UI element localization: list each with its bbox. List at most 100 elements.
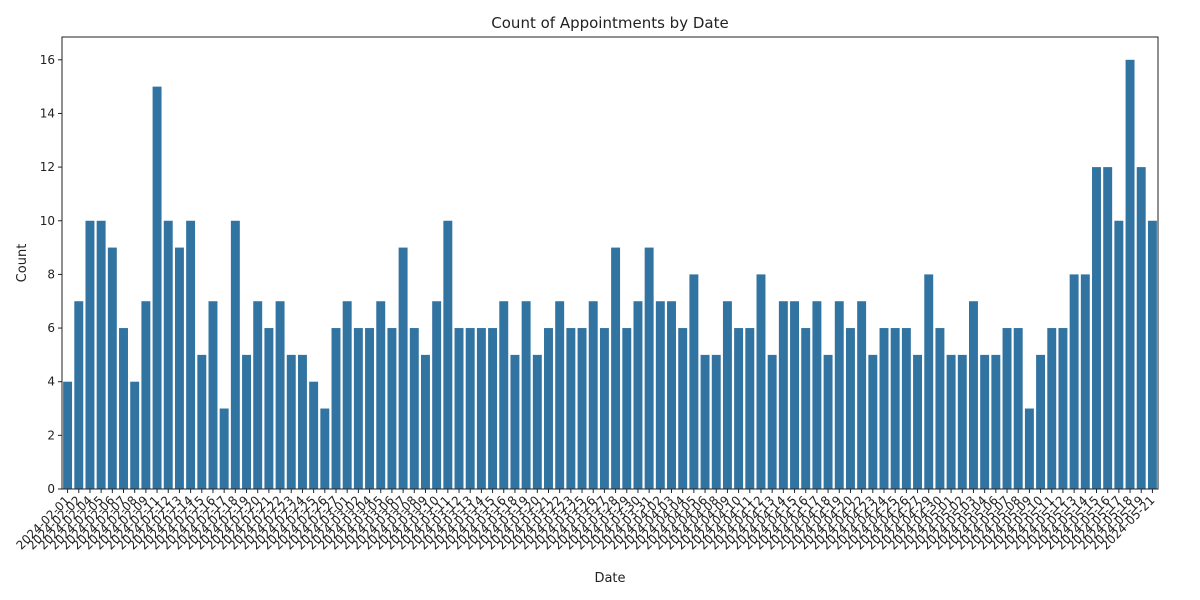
bar: [544, 328, 553, 489]
bar: [465, 328, 475, 489]
bar: [1114, 220, 1124, 490]
bar: [331, 328, 341, 489]
bar: [778, 301, 788, 489]
bar: [767, 354, 777, 489]
bar: [219, 408, 229, 489]
y-tick-label: 8: [47, 267, 55, 281]
bar: [443, 220, 453, 490]
bar: [1125, 59, 1135, 490]
bar: [1136, 167, 1146, 489]
bar: [152, 86, 162, 490]
y-tick-label: 6: [47, 321, 55, 335]
bar: [566, 328, 576, 489]
bar: [63, 381, 73, 489]
bar: [454, 328, 464, 489]
y-tick-label: 4: [47, 375, 55, 389]
bar: [946, 354, 956, 489]
bar: [1013, 328, 1023, 489]
bar: [555, 301, 565, 489]
bar: [599, 328, 609, 489]
bar: [823, 354, 833, 489]
bar: [633, 301, 643, 489]
bar: [141, 301, 151, 489]
bar: [588, 301, 598, 489]
bar: [745, 328, 755, 489]
bar: [365, 328, 375, 489]
bar: [532, 354, 542, 489]
bar: [857, 301, 867, 489]
bar: [611, 247, 621, 489]
bar: [1092, 167, 1101, 489]
bar: [510, 354, 520, 489]
bar: [577, 328, 587, 489]
bar: [644, 247, 654, 489]
bar: [499, 301, 509, 489]
bar: [980, 354, 990, 489]
bar: [689, 274, 699, 489]
y-tick-label: 2: [47, 428, 55, 442]
bar: [174, 247, 184, 489]
bar: [622, 328, 632, 489]
bar: [879, 328, 889, 489]
bar: [868, 354, 878, 489]
bar: [420, 354, 430, 489]
bar: [398, 247, 408, 489]
bar: [991, 354, 1001, 489]
bar: [678, 328, 688, 489]
bar: [968, 301, 978, 489]
bar: [409, 328, 419, 489]
bar: [913, 354, 923, 489]
bar: [119, 328, 128, 489]
bar: [834, 301, 844, 489]
bar: [1036, 354, 1046, 489]
bar: [376, 301, 386, 489]
bar: [130, 381, 140, 489]
x-axis-label: Date: [594, 571, 625, 586]
bar: [1047, 328, 1057, 489]
bar: [734, 328, 744, 489]
bar: [790, 301, 800, 489]
bar: [309, 381, 319, 489]
y-tick-label: 10: [40, 214, 55, 228]
y-tick-label: 12: [40, 160, 55, 174]
bar: [186, 220, 196, 490]
bar: [163, 220, 173, 490]
bar: [353, 328, 363, 489]
bar: [812, 301, 822, 489]
bar: [432, 301, 442, 489]
bar: [957, 354, 967, 489]
plot-frame: [61, 36, 1159, 490]
bar: [230, 220, 240, 490]
chart-title: Count of Appointments by Date: [491, 14, 728, 32]
bar: [107, 247, 117, 489]
bar: [901, 328, 911, 489]
bar: [1058, 328, 1068, 489]
bar: [96, 220, 106, 490]
bar: [655, 301, 665, 489]
bar: [1147, 220, 1157, 490]
bar: [74, 301, 84, 489]
bar: [264, 328, 274, 489]
bar: [756, 274, 766, 489]
bar: [286, 354, 296, 489]
bar: [297, 354, 307, 489]
bar: [387, 328, 397, 489]
bar: [801, 328, 811, 489]
bar: [700, 354, 710, 489]
bar: [1002, 328, 1012, 489]
y-tick-label: 16: [40, 53, 55, 67]
bar: [197, 354, 207, 489]
bar: [242, 354, 252, 489]
bar: [1080, 274, 1090, 489]
bar: [711, 354, 721, 489]
bar: [667, 301, 676, 489]
bar: [85, 220, 95, 490]
bar: [208, 301, 218, 489]
bar: [890, 328, 900, 489]
bar: [722, 301, 732, 489]
bar: [1103, 167, 1113, 489]
y-tick-label: 0: [47, 482, 55, 496]
y-axis-label: Count: [15, 244, 30, 283]
